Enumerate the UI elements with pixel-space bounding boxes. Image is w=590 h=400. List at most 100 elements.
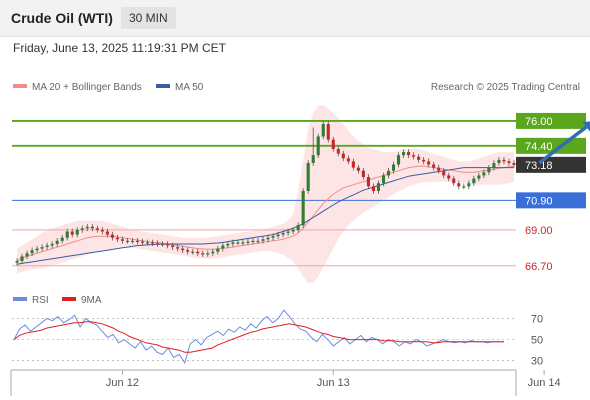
candle-body [487,167,491,173]
candle-body [497,159,501,163]
ma9-legend-label: 9MA [81,295,102,306]
candle-body [256,240,260,243]
ma20-line [16,165,515,262]
candle-body [507,161,511,163]
rsi-line [13,309,504,364]
price-legend: MA 20 + Bollinger Bands MA 50 Research ©… [13,82,580,93]
candle-body [467,183,471,187]
candle-body [402,152,406,156]
projection-arrow-head [582,121,590,132]
candle-body [135,240,140,243]
x-tick-label: Jun 13 [317,377,350,389]
candle-body [261,239,265,241]
candle-body [221,245,225,249]
candle-body [512,162,516,165]
level-label-70.90: 70.90 [525,195,553,207]
candle-body [356,167,360,171]
candle-body [176,247,180,249]
candle-body [90,226,94,229]
candle-body [447,175,451,179]
candle-body [326,124,330,140]
candle-body [40,247,44,249]
projection-arrow-shaft [538,125,588,165]
chart-header: Crude Oil (WTI) 30 MIN [0,0,590,37]
candle-body [437,167,441,171]
ma50-legend-label: MA 50 [175,82,204,93]
candle-body [115,237,119,240]
candle-body [25,253,29,257]
candle-body [492,162,496,168]
candle-body [15,261,19,263]
candle-body [45,245,49,248]
candle-body [236,242,240,244]
candle-body [396,155,401,165]
rsi-legend-label: RSI [32,295,49,306]
rsi-tick-30: 30 [531,356,543,368]
candle-body [216,248,220,252]
candle-body [271,236,275,238]
moving-averages [16,165,515,265]
candle-body [452,178,456,184]
level-label-66.70: 66.70 [525,261,553,273]
candle-body [341,153,345,159]
level-label-76.00: 76.00 [525,116,553,128]
rsi-panel: 30 50 70 [12,309,543,368]
candle-body [231,242,235,244]
candle-body [186,250,190,252]
candle-body [35,248,39,251]
candle-body [391,164,396,171]
candle-body [55,240,59,244]
current-price-box [516,156,586,173]
candle-body [151,242,155,244]
candle-body [351,161,355,168]
candle-body [166,243,170,246]
key-levels: 76.00 74.40 70.90 69.00 66.70 [12,112,586,273]
ma20-legend-label: MA 20 + Bollinger Bands [32,82,142,93]
candle-body [171,245,175,248]
level-box-76.00 [516,112,586,129]
candle-body [291,229,295,232]
bollinger-band-area [17,105,514,283]
candle-body [301,191,305,226]
candle-body [386,170,391,176]
candle-body [407,152,411,156]
candle-body [105,231,109,235]
candle-body [60,237,64,241]
rsi-legend-swatch [13,297,27,301]
level-label-74.40: 74.40 [525,141,553,153]
candle-body [296,225,300,230]
candle-body [70,231,74,235]
current-price-label: 73.18 [525,160,553,172]
candle-body [201,253,205,255]
candle-body [336,148,340,154]
candle-body [246,241,250,243]
candle-body [457,183,461,187]
candle-body [85,226,89,229]
timeframe-button[interactable]: 30 MIN [121,7,176,29]
ma50-legend-swatch [156,84,170,88]
candle-body [371,186,375,191]
candle-body [321,124,325,137]
candle-body [366,176,370,187]
candle-body [75,229,79,235]
candle-body [427,161,431,165]
ma50-line [16,167,514,265]
candle-body [311,155,315,163]
candle-body [65,231,69,238]
candle-body [140,241,145,243]
candle-body [432,164,436,168]
candle-body [462,186,466,188]
candle-body [191,251,195,253]
rsi-tick-70: 70 [531,314,543,326]
credit-text: Research © 2025 Trading Central [431,82,580,93]
level-box-70.90 [516,192,586,209]
candle-body [412,155,416,157]
candle-body [331,139,335,149]
candle-body [417,156,421,160]
candle-body [266,237,270,240]
rsi-tick-50: 50 [531,335,543,347]
candle-body [211,251,215,254]
instrument-title: Crude Oil (WTI) [11,10,113,26]
candle-body [502,159,506,162]
